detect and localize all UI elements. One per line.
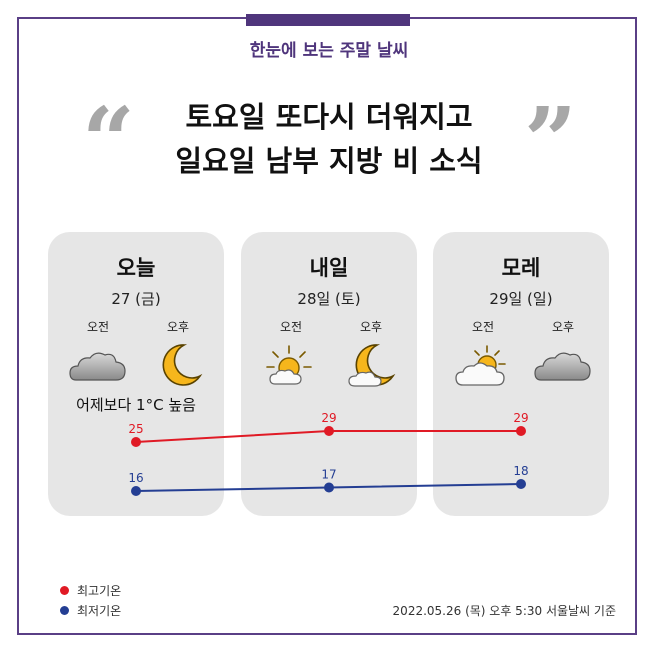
crescent-moon-icon bbox=[162, 344, 203, 386]
crescent-moon-icon bbox=[348, 344, 396, 387]
sunny-icon bbox=[266, 345, 312, 385]
day-card-day-after: 모레 29일 (일) 오전 오후 bbox=[433, 232, 609, 516]
temperature-note: 어제보다 1°C 높음 bbox=[76, 396, 196, 414]
legend-max-label: 최고기온 bbox=[77, 584, 122, 598]
cloudy-icon bbox=[534, 352, 591, 381]
card-day-label: 내일 bbox=[309, 256, 349, 280]
footnote-timestamp: 2022.05.26 (목) 오후 5:30 서울날씨 기준 bbox=[392, 604, 616, 618]
cloudy-icon bbox=[69, 352, 126, 381]
day-card-tomorrow: 내일 28일 (토) 오전 오후 bbox=[241, 232, 417, 516]
card-date-label: 29일 (일) bbox=[489, 290, 553, 308]
card-date-label: 27 (금) bbox=[111, 290, 161, 308]
close-quote-mark: ” bbox=[524, 87, 577, 195]
am-label: 오전 bbox=[471, 320, 495, 334]
partly-cloudy-icon bbox=[455, 345, 506, 386]
legend-red-dot bbox=[60, 586, 69, 595]
card-date-label: 28일 (토) bbox=[297, 290, 361, 308]
pm-label: 오후 bbox=[166, 320, 190, 334]
header-tab-decoration bbox=[246, 14, 410, 26]
legend-min-temp: 최저기온 bbox=[60, 602, 121, 619]
headline: 토요일 또다시 더워지고 일요일 남부 지방 비 소식 bbox=[130, 95, 528, 183]
headline-line-1: 토요일 또다시 더워지고 bbox=[185, 100, 473, 134]
legend-blue-dot bbox=[60, 606, 69, 615]
legend-max-temp: 최고기온 bbox=[60, 582, 121, 599]
am-label: 오전 bbox=[279, 320, 303, 334]
day-card-today: 오늘 27 (금) 오전 오후 어제보다 1°C 높음 bbox=[48, 232, 224, 516]
open-quote-mark: “ bbox=[82, 87, 135, 195]
card-day-label: 오늘 bbox=[116, 256, 156, 280]
pm-label: 오후 bbox=[359, 320, 383, 334]
subtitle: 한눈에 보는 주말 날씨 bbox=[249, 41, 409, 61]
card-day-label: 모레 bbox=[501, 256, 541, 280]
legend-min-label: 최저기온 bbox=[77, 604, 122, 618]
pm-label: 오후 bbox=[551, 320, 575, 334]
headline-line-2: 일요일 남부 지방 비 소식 bbox=[175, 144, 483, 178]
am-label: 오전 bbox=[86, 320, 110, 334]
